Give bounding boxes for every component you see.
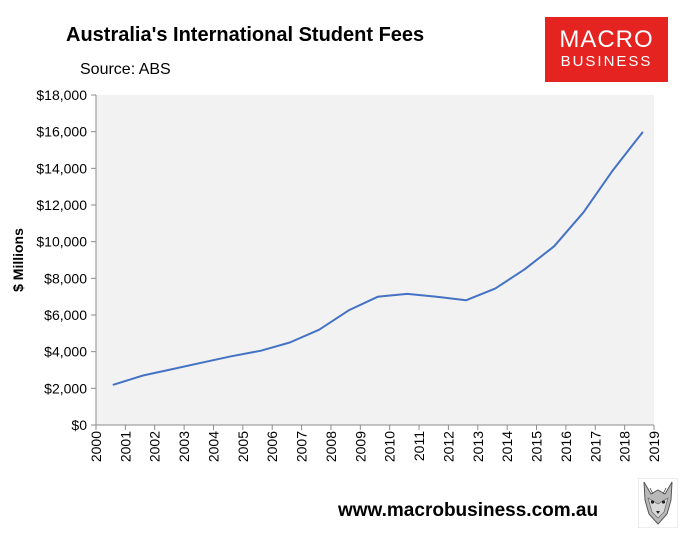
x-tick-label: 2002 bbox=[147, 431, 163, 462]
x-tick-label: 2019 bbox=[646, 431, 662, 462]
logo-line-business: BUSINESS bbox=[560, 53, 653, 70]
y-tick-label: $12,000 bbox=[36, 197, 87, 213]
x-tick-label: 2005 bbox=[235, 431, 251, 462]
chart-title: Australia's International Student Fees bbox=[66, 24, 425, 46]
series-line bbox=[112, 131, 644, 386]
x-tick-label: 2011 bbox=[411, 431, 427, 461]
x-tick-label: 2009 bbox=[352, 431, 368, 462]
y-axis-label: $ Millions bbox=[10, 228, 26, 292]
x-tick-label: 2007 bbox=[294, 431, 310, 462]
x-tick-label: 2010 bbox=[382, 431, 398, 462]
line-chart: $0 $2,000 $4,000 $6,000 $8,000 $10,000 $12,000… bbox=[10, 87, 662, 462]
y-tick-label: $4,000 bbox=[44, 344, 87, 360]
y-tick-label: $14,000 bbox=[36, 160, 87, 176]
y-tick-label: $18,000 bbox=[36, 87, 87, 103]
y-tick-label: $8,000 bbox=[44, 270, 87, 286]
y-tick-label: $6,000 bbox=[44, 307, 87, 323]
x-tick-label: 2004 bbox=[205, 431, 221, 462]
y-tick-label: $16,000 bbox=[36, 124, 87, 140]
logo-line-macro: MACRO bbox=[559, 26, 654, 53]
x-tick-label: 2000 bbox=[88, 431, 104, 462]
x-tick-label: 2015 bbox=[529, 431, 545, 462]
plot-area bbox=[96, 95, 654, 425]
x-tick-label: 2006 bbox=[264, 431, 280, 462]
x-tick-label: 2008 bbox=[323, 431, 339, 462]
chart-source: Source: ABS bbox=[80, 61, 171, 78]
x-tick-label: 2003 bbox=[176, 431, 192, 462]
x-tick-label: 2018 bbox=[617, 431, 633, 462]
y-tick-label: $2,000 bbox=[44, 380, 87, 396]
x-tick-label: 2013 bbox=[470, 431, 486, 462]
macrobusiness-logo: MACRO BUSINESS bbox=[545, 17, 668, 82]
x-tick-label: 2016 bbox=[558, 431, 574, 462]
wolf-icon bbox=[638, 478, 678, 528]
x-tick-label: 2017 bbox=[587, 431, 603, 462]
x-tick-label: 2001 bbox=[117, 431, 133, 462]
website-url: www.macrobusiness.com.au bbox=[338, 500, 599, 521]
y-tick-label: $10,000 bbox=[36, 234, 87, 250]
y-tick-label: $0 bbox=[71, 417, 87, 433]
x-tick-label: 2012 bbox=[440, 431, 456, 462]
x-tick-label: 2014 bbox=[499, 431, 515, 462]
